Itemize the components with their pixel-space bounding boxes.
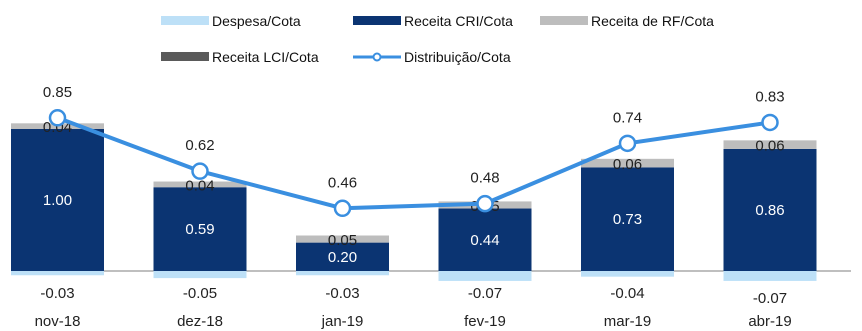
label-receita-rf: 0.05 [328, 232, 357, 249]
legend-label: Receita de RF/Cota [591, 13, 714, 29]
x-tick-label: dez-18 [177, 313, 223, 330]
label-distribuicao: 0.48 [470, 170, 499, 187]
bar-despesa [723, 271, 817, 281]
bar-despesa [296, 271, 389, 276]
label-distribuicao: 0.83 [755, 88, 784, 105]
label-despesa: -0.05 [183, 285, 217, 302]
bar-despesa [438, 271, 532, 281]
bar-receita-cri [723, 148, 817, 271]
bar-despesa [581, 271, 674, 277]
legend-swatch [353, 16, 401, 25]
bar-receita-rf [581, 158, 674, 168]
x-tick-label: abr-19 [748, 313, 791, 330]
legend-swatch [161, 16, 209, 25]
marker-distribuicao [476, 194, 494, 213]
label-receita-cri: 0.20 [328, 249, 357, 266]
legend-swatch [540, 16, 588, 25]
label-distribuicao: 0.85 [43, 84, 72, 101]
label-receita-cri: 0.59 [185, 221, 214, 238]
x-tick-label: nov-18 [35, 313, 81, 330]
label-receita-rf: 0.04 [43, 119, 72, 136]
label-receita-cri: 0.86 [755, 202, 784, 219]
bar-despesa [11, 271, 104, 276]
marker-distribuicao [761, 113, 779, 132]
x-tick-label: jan-19 [321, 313, 364, 330]
marker-distribuicao [333, 199, 352, 218]
legend-label: Receita CRI/Cota [404, 13, 513, 29]
x-tick-label: mar-19 [604, 313, 652, 330]
bar-receita-cri [581, 167, 674, 271]
label-distribuicao: 0.62 [185, 137, 214, 154]
label-despesa: -0.03 [40, 285, 74, 302]
bar-receita-rf [296, 235, 389, 243]
label-despesa: -0.04 [610, 285, 644, 302]
legend-label: Despesa/Cota [212, 13, 301, 29]
marker-distribuicao [618, 134, 637, 153]
label-receita-cri: 0.44 [470, 232, 499, 249]
label-despesa: -0.07 [753, 290, 787, 307]
bar-receita-cri [296, 242, 389, 271]
x-tick-label: fev-19 [464, 313, 506, 330]
label-receita-rf: 0.04 [185, 177, 214, 194]
label-receita-cri: 1.00 [43, 192, 72, 209]
label-distribuicao: 0.74 [613, 109, 642, 126]
label-receita-cri: 0.73 [613, 211, 642, 228]
legend-label: Receita LCI/Cota [212, 49, 319, 65]
label-despesa: -0.03 [325, 285, 359, 302]
bar-receita-cri [438, 208, 532, 271]
label-despesa: -0.07 [468, 285, 502, 302]
bar-receita-rf [153, 181, 247, 188]
bar-receita-cri [11, 129, 104, 271]
legend-swatch [161, 52, 209, 61]
bar-receita-cri [153, 187, 247, 271]
legend-label: Distribuição/Cota [404, 49, 511, 65]
label-receita-rf: 0.06 [613, 156, 642, 173]
marker-distribuicao [191, 162, 209, 180]
series-line-distribuicao [56, 115, 771, 211]
label-receita-rf: 0.06 [755, 138, 784, 155]
bar-despesa [153, 271, 247, 279]
bar-receita-rf [723, 140, 817, 149]
label-distribuicao: 0.46 [328, 174, 357, 191]
marker-distribuicao [48, 109, 67, 127]
legend-marker [372, 52, 382, 62]
